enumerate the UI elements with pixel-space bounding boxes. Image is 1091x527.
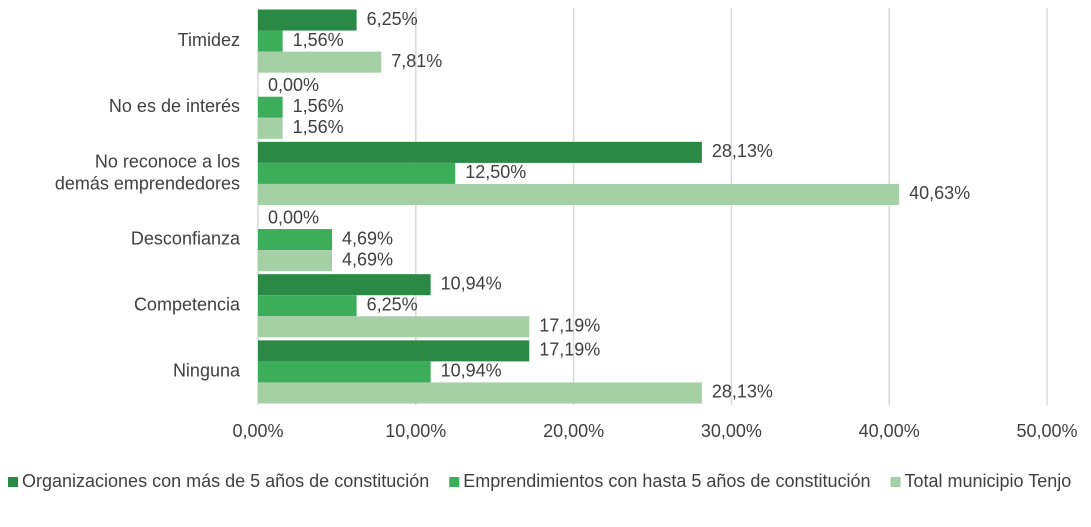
legend-label: Emprendimientos con hasta 5 años de cons… <box>463 471 870 491</box>
category-label: Desconfianza <box>131 228 241 248</box>
value-label: 1,56% <box>293 117 344 137</box>
bar <box>258 9 357 31</box>
x-tick-label: 0,00% <box>232 421 283 441</box>
value-label: 12,50% <box>465 162 526 182</box>
category-label: Competencia <box>134 295 241 315</box>
bar <box>258 382 702 404</box>
bar <box>258 229 333 251</box>
value-label: 17,19% <box>539 340 600 360</box>
value-label: 4,69% <box>342 249 393 269</box>
value-label: 6,25% <box>367 295 418 315</box>
value-label: 10,94% <box>441 361 502 381</box>
value-label: 7,81% <box>391 51 442 71</box>
value-label: 0,00% <box>268 207 319 227</box>
value-label: 1,56% <box>293 96 344 116</box>
bar <box>258 274 431 296</box>
x-tick-label: 30,00% <box>701 421 762 441</box>
legend-swatch <box>449 477 460 487</box>
value-label: 10,94% <box>441 273 502 293</box>
value-label: 17,19% <box>539 316 600 336</box>
bar <box>258 117 283 139</box>
bar <box>258 340 530 362</box>
category-label: Timidez <box>178 30 240 50</box>
value-label: 1,56% <box>293 30 344 50</box>
bar <box>258 316 530 338</box>
bar <box>258 30 283 52</box>
category-label-line: No reconoce a los <box>95 151 240 171</box>
value-label: 4,69% <box>342 228 393 248</box>
category-label: Ninguna <box>173 361 241 381</box>
category-label: No reconoce a los demás emprendedores <box>55 151 240 193</box>
legend-label: Total municipio Tenjo <box>905 471 1072 491</box>
category-label: No es de interés <box>109 96 240 116</box>
legend-label: Organizaciones con más de 5 años de cons… <box>22 471 429 491</box>
bar <box>258 295 357 317</box>
bar <box>258 141 702 163</box>
x-tick-label: 40,00% <box>859 421 920 441</box>
x-tick-label: 10,00% <box>385 421 446 441</box>
bar <box>258 183 900 205</box>
value-label: 28,13% <box>712 141 773 161</box>
value-label: 6,25% <box>367 9 418 29</box>
bar <box>258 361 431 383</box>
legend-swatch <box>890 477 901 487</box>
category-label-line: demás emprendedores <box>55 173 240 193</box>
value-label: 28,13% <box>712 382 773 402</box>
value-label: 0,00% <box>268 75 319 95</box>
bar <box>258 51 382 73</box>
bar <box>258 96 283 118</box>
legend-swatch <box>8 477 18 487</box>
bar <box>258 250 333 272</box>
x-tick-label: 50,00% <box>1016 421 1077 441</box>
x-tick-label: 20,00% <box>543 421 604 441</box>
value-label: 40,63% <box>909 183 970 203</box>
bar <box>258 162 456 184</box>
